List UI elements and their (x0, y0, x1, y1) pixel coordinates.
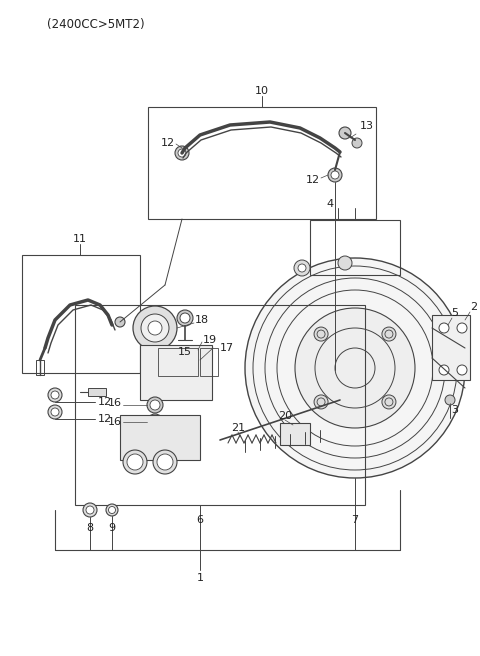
Bar (158, 348, 198, 376)
Text: 15: 15 (178, 347, 192, 357)
Text: 20: 20 (278, 411, 292, 421)
Text: 2: 2 (470, 302, 478, 312)
Bar (148, 107, 376, 219)
Text: 9: 9 (108, 523, 116, 533)
Bar (140, 345, 212, 400)
Bar (22, 255, 140, 373)
Circle shape (382, 395, 396, 409)
Circle shape (314, 395, 328, 409)
Text: 19: 19 (203, 335, 217, 345)
Text: 12: 12 (98, 414, 112, 424)
Circle shape (83, 503, 97, 517)
Text: 5: 5 (452, 308, 458, 318)
Circle shape (148, 321, 162, 335)
Text: 16: 16 (108, 398, 122, 408)
Circle shape (86, 506, 94, 514)
Circle shape (177, 310, 193, 326)
Circle shape (382, 327, 396, 341)
Circle shape (245, 258, 465, 478)
Circle shape (294, 260, 310, 276)
Circle shape (328, 168, 342, 182)
Text: 12: 12 (306, 175, 320, 185)
Text: 8: 8 (86, 523, 94, 533)
Bar (280, 423, 310, 445)
Bar (36, 360, 44, 375)
Text: 6: 6 (196, 515, 204, 525)
Circle shape (157, 454, 173, 470)
Circle shape (150, 400, 160, 410)
Text: 11: 11 (73, 234, 87, 244)
Circle shape (338, 256, 352, 270)
Text: 17: 17 (220, 343, 234, 353)
Text: 7: 7 (351, 515, 359, 525)
Circle shape (147, 397, 163, 413)
Circle shape (457, 323, 467, 333)
Circle shape (439, 323, 449, 333)
Circle shape (51, 408, 59, 416)
Circle shape (175, 146, 189, 160)
Circle shape (115, 317, 125, 327)
Circle shape (298, 264, 306, 272)
Text: 4: 4 (326, 199, 334, 209)
Circle shape (127, 454, 143, 470)
Circle shape (108, 506, 116, 514)
Circle shape (314, 327, 328, 341)
Bar (88, 388, 106, 396)
Text: (2400CC>5MT2): (2400CC>5MT2) (47, 18, 144, 31)
Bar (120, 415, 200, 460)
Circle shape (133, 306, 177, 350)
Circle shape (123, 450, 147, 474)
Text: 12: 12 (161, 138, 175, 148)
Text: 21: 21 (231, 423, 245, 433)
Circle shape (178, 149, 186, 157)
Circle shape (48, 388, 62, 402)
Text: 10: 10 (255, 86, 269, 96)
Circle shape (295, 308, 415, 428)
Circle shape (180, 313, 190, 323)
Circle shape (141, 314, 169, 342)
Circle shape (457, 365, 467, 375)
Circle shape (147, 414, 163, 430)
Text: 1: 1 (196, 573, 204, 583)
Text: 13: 13 (360, 121, 374, 131)
Circle shape (106, 504, 118, 516)
Bar (310, 220, 400, 275)
Circle shape (48, 405, 62, 419)
Circle shape (439, 365, 449, 375)
Text: 18: 18 (195, 315, 209, 325)
Circle shape (352, 138, 362, 148)
Text: 16: 16 (108, 417, 122, 427)
Bar (432, 315, 470, 380)
Circle shape (153, 450, 177, 474)
Text: 12: 12 (98, 397, 112, 407)
Text: 3: 3 (452, 405, 458, 415)
Circle shape (339, 127, 351, 139)
Circle shape (150, 417, 160, 427)
Bar (200, 348, 218, 376)
Circle shape (51, 391, 59, 399)
Circle shape (331, 171, 339, 179)
Circle shape (445, 395, 455, 405)
Bar (75, 305, 365, 505)
